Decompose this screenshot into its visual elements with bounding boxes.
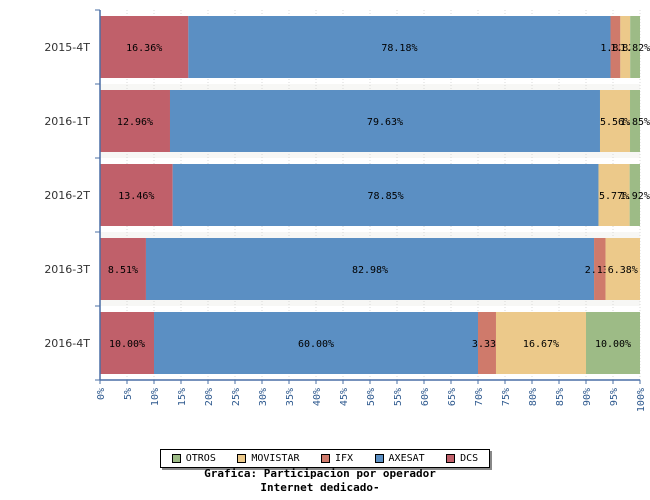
data-label-ifx-4: 3.33% [472,339,502,350]
legend-label-otros: OTROS [185,453,216,464]
data-label-otros-0: 1.82% [620,43,650,54]
bar-movistar-1 [599,90,631,152]
legend-swatch-otros [171,454,181,463]
legend-swatch-dcs [446,454,456,463]
x-tick-label-6: 30% [258,388,269,406]
chart-title-line-1: Grafica: Participacion por operador [204,467,436,480]
bar-movistar-4 [495,312,586,374]
x-tick-label-10: 50% [366,388,377,406]
legend-item-axesat: AXESAT [374,453,425,464]
bar-dcs-1 [100,90,170,152]
x-tick-label-16: 80% [528,388,539,406]
x-tick-label-2: 10% [150,388,161,406]
bar-dcs-2 [100,164,173,226]
x-tick-label-13: 65% [447,388,458,406]
data-label-dcs-2: 13.46% [118,191,154,202]
x-tick-label-7: 35% [285,388,296,406]
x-tick-label-14: 70% [474,388,485,406]
category-label-2: 2016-2T [44,189,90,202]
bar-otros-4 [586,312,640,374]
legend-label-dcs: DCS [460,453,479,464]
data-label-movistar-0: 1.82% [610,43,640,54]
x-tick-label-5: 25% [231,388,242,406]
legend-label-movistar: MOVISTAR [251,453,300,464]
bar-axesat-0 [188,16,611,78]
x-tick-label-15: 75% [501,388,512,406]
x-tick-label-11: 55% [393,388,404,406]
x-tick-label-20: 100% [636,388,647,412]
data-label-movistar-3: 6.38% [608,265,638,276]
x-tick-label-12: 60% [420,388,431,406]
x-tick-label-19: 95% [609,388,620,406]
legend-item-movistar: MOVISTAR [237,453,300,464]
data-label-ifx-0: 1.82% [600,43,630,54]
bar-movistar-3 [605,238,640,300]
data-label-axesat-0: 78.18% [381,43,417,54]
legend-item-dcs: DCS [446,453,478,464]
category-label-1: 2016-1T [44,115,90,128]
data-label-otros-1: 1.85% [620,117,650,128]
legend-swatch-ifx [320,454,330,463]
bar-ifx-4 [478,312,496,374]
bar-axesat-4 [154,312,478,374]
data-label-axesat-2: 78.85% [368,191,404,202]
data-label-movistar-2: 5.77% [599,191,629,202]
x-tick-label-18: 90% [582,388,593,406]
legend-item-ifx: IFX [320,453,354,464]
data-label-otros-4: 10.00% [595,339,631,350]
bar-axesat-2 [172,164,599,226]
bar-otros-2 [629,164,640,226]
bar-movistar-0 [620,16,631,78]
data-label-movistar-1: 5.56% [600,117,630,128]
data-label-movistar-4: 16.67% [523,339,559,350]
bar-otros-1 [630,90,640,152]
data-label-axesat-3: 82.98% [352,265,388,276]
data-label-dcs-1: 12.96% [117,117,153,128]
bar-ifx-3 [594,238,606,300]
x-tick-label-9: 45% [339,388,350,406]
x-tick-label-8: 40% [312,388,323,406]
bar-dcs-4 [100,312,154,374]
bar-axesat-3 [145,238,595,300]
legend-swatch-movistar [237,454,247,463]
legend: OTROS MOVISTAR IFX AXESAT DCS [160,449,490,468]
bar-dcs-0 [100,16,189,78]
x-tick-label-3: 15% [177,388,188,406]
chart-title-line-2: Internet dedicado- [260,481,380,494]
data-label-axesat-1: 79.63% [367,117,403,128]
data-label-ifx-3: 2.13% [585,265,615,276]
x-tick-label-17: 85% [555,388,566,406]
bar-dcs-3 [100,238,146,300]
bar-otros-0 [630,16,640,78]
bar-movistar-2 [598,164,630,226]
x-tick-label-0: 0% [96,388,107,400]
bar-axesat-1 [169,90,600,152]
data-label-dcs-0: 16.36% [126,43,162,54]
x-tick-label-1: 5% [123,388,134,400]
data-label-dcs-3: 8.51% [108,265,138,276]
legend-label-ifx: IFX [334,453,354,464]
legend-swatch-axesat [374,454,384,463]
data-label-dcs-4: 10.00% [109,339,145,350]
category-label-3: 2016-3T [44,263,90,276]
x-tick-label-4: 20% [204,388,215,406]
data-label-axesat-4: 60.00% [298,339,334,350]
legend-label-axesat: AXESAT [388,453,425,464]
data-label-otros-2: 1.92% [620,191,650,202]
bar-ifx-0 [610,16,621,78]
category-label-0: 2015-4T [44,41,90,54]
category-label-4: 2016-4T [44,337,90,350]
legend-item-otros: OTROS [171,453,216,464]
